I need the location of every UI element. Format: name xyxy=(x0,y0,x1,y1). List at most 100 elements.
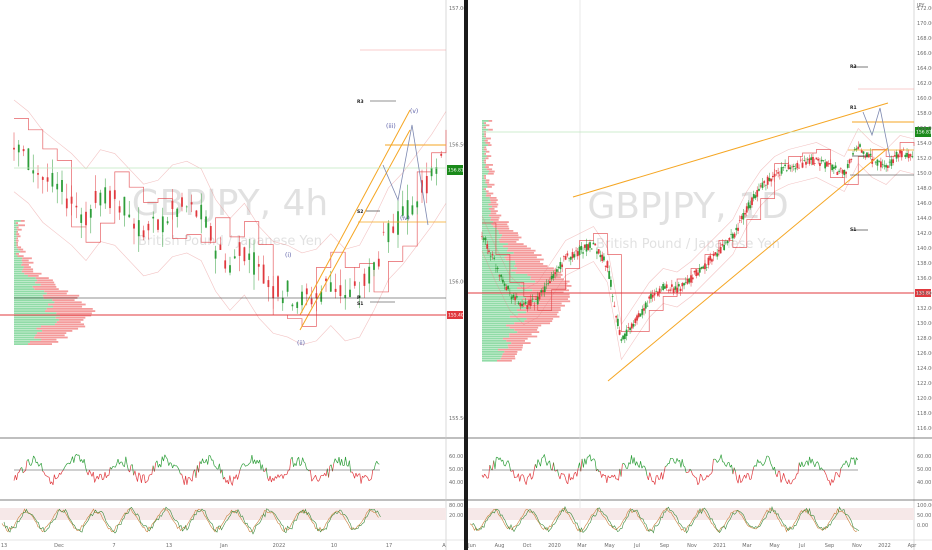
osc1-line xyxy=(271,477,274,483)
candle-body xyxy=(698,268,701,273)
volume-profile-bar-down xyxy=(483,126,486,129)
time-tick: A xyxy=(442,543,446,549)
candle-body xyxy=(838,170,840,172)
price-tick: 142.000 xyxy=(917,231,932,237)
osc1-line xyxy=(115,463,118,468)
osc1-line xyxy=(261,464,264,472)
time-tick: Mar xyxy=(577,543,587,549)
osc1-line xyxy=(333,458,336,464)
osc1-line xyxy=(525,477,528,485)
volume-profile-bar-down xyxy=(21,270,34,273)
osc1-line xyxy=(561,472,563,475)
candle-body xyxy=(669,289,672,291)
osc1-line xyxy=(740,480,743,483)
osc1-line xyxy=(177,467,180,471)
osc1-line xyxy=(45,474,47,477)
osc1-line xyxy=(17,471,20,474)
candle-body xyxy=(752,193,755,199)
osc1-line xyxy=(46,475,49,478)
osc1-line xyxy=(213,465,216,467)
osc1-line xyxy=(520,474,523,476)
chart-1d-svg[interactable]: GBPJPY, 1D British Pound / Japanese Yen 13… xyxy=(468,0,932,550)
volume-profile-bar-up xyxy=(482,318,527,320)
pane-divider[interactable] xyxy=(464,0,468,550)
osc1-line xyxy=(599,471,602,478)
candle-body xyxy=(535,299,537,300)
candle-body xyxy=(99,192,102,206)
candle-body xyxy=(496,267,499,270)
osc1-line xyxy=(527,475,530,478)
candle-body xyxy=(603,256,605,261)
osc1-line xyxy=(711,459,714,473)
candle-body xyxy=(578,246,581,255)
chart-pane-4h[interactable]: GBPJPY, 4h British Pound / Japanese Yen 15… xyxy=(0,0,464,550)
osc1-line xyxy=(645,469,648,477)
volume-profile-bar-up xyxy=(14,246,17,249)
osc1-line xyxy=(844,460,847,465)
osc1-line xyxy=(580,458,583,472)
chart-4h-svg[interactable]: GBPJPY, 4h British Pound / Japanese Yen 15… xyxy=(0,0,464,550)
osc1-line xyxy=(303,461,306,464)
osc1-line xyxy=(763,461,766,465)
volume-profile-bar-up xyxy=(482,164,487,166)
volume-profile-bar-down xyxy=(535,280,570,283)
candle-body xyxy=(641,308,644,315)
osc1-line xyxy=(143,474,146,484)
volume-profile-bar-down xyxy=(34,336,68,339)
osc1-line xyxy=(593,458,596,461)
volume-profile-bar-up xyxy=(482,238,499,241)
volume-profile-bar-down xyxy=(516,267,554,270)
volume-profile-bar-down xyxy=(489,197,497,199)
osc1-line xyxy=(38,464,41,467)
osc1-line xyxy=(739,474,742,483)
osc1-line xyxy=(841,463,844,467)
volume-profile-bar-down xyxy=(487,172,494,175)
candle-body xyxy=(792,165,795,168)
candle-body xyxy=(526,305,529,310)
candle-body xyxy=(843,169,846,176)
osc1-line xyxy=(856,457,859,461)
volume-profile-bar-down xyxy=(37,332,67,334)
osc1-line xyxy=(717,460,719,463)
candle-body xyxy=(763,181,766,183)
osc1-line xyxy=(557,469,560,476)
candle-body xyxy=(484,237,487,241)
osc1-line xyxy=(286,469,289,475)
osc1-line xyxy=(235,474,238,480)
osc1-line xyxy=(24,470,26,472)
osc1-line xyxy=(632,457,635,464)
candle-body xyxy=(329,282,332,292)
volume-profile-bar-up xyxy=(14,343,28,345)
osc1-line xyxy=(833,472,836,480)
volume-profile-bar-up xyxy=(482,320,525,322)
osc1-line xyxy=(234,474,237,479)
osc1-line xyxy=(373,464,376,470)
osc1-line xyxy=(182,478,185,485)
candle-body xyxy=(80,214,83,223)
volume-profile-bar-up xyxy=(14,264,22,266)
volume-profile-bar-down xyxy=(54,301,82,304)
candle-body xyxy=(597,249,600,254)
candle-body xyxy=(387,223,390,243)
chart-pane-1d[interactable]: GBPJPY, 1D British Pound / Japanese Yen 13… xyxy=(468,0,932,550)
candle-body xyxy=(257,264,260,267)
osc1-line xyxy=(281,474,284,479)
volume-profile-bar-down xyxy=(40,338,57,341)
candle-body xyxy=(829,163,832,165)
volume-profile-bar-up xyxy=(14,253,16,255)
volume-profile-bar-down xyxy=(32,286,57,288)
candle-body xyxy=(587,244,590,250)
candle-body xyxy=(325,278,327,281)
osc1-line xyxy=(572,473,575,480)
candle-body xyxy=(716,253,719,257)
osc1-line xyxy=(810,458,813,464)
osc1-line xyxy=(152,465,155,472)
volume-profile-bar-up xyxy=(482,344,508,347)
osc1-line xyxy=(601,474,604,478)
volume-profile-bar-up xyxy=(482,296,527,298)
osc1-line xyxy=(770,463,773,467)
volume-profile-bar-down xyxy=(485,142,491,144)
osc1-line xyxy=(363,475,366,478)
volume-profile-bar-up xyxy=(14,299,53,301)
candle-body xyxy=(291,304,294,307)
